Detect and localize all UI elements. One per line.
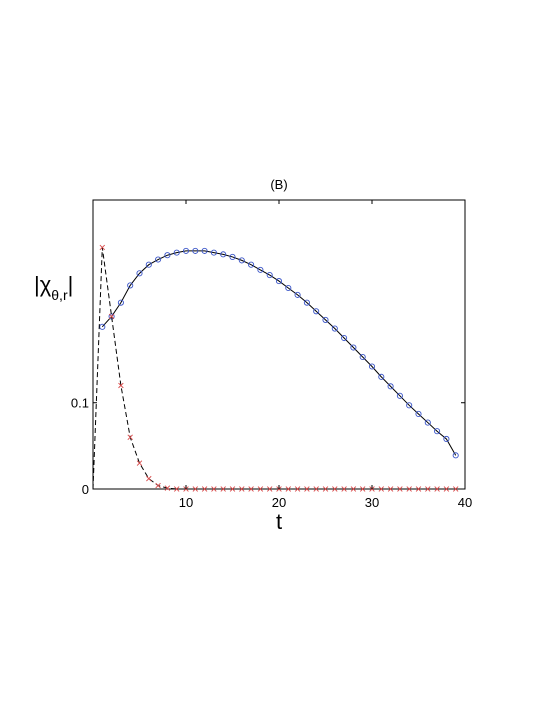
- data-point-circle: [201, 247, 208, 254]
- data-point-x: [406, 486, 412, 492]
- data-point-circle: [294, 291, 301, 298]
- data-point-x: [425, 486, 431, 492]
- series-line-model: [101, 250, 457, 456]
- data-point-x: [350, 486, 357, 492]
- data-point-x: [257, 486, 264, 492]
- data-point-circle: [331, 325, 338, 332]
- data-point-circle: [452, 452, 459, 459]
- data-point-x: [155, 482, 161, 489]
- y-tick-label: 0.1: [71, 396, 89, 411]
- data-point-x: [341, 486, 347, 492]
- data-point-circle: [117, 299, 124, 306]
- data-point-x: [211, 486, 217, 492]
- x-tick-label: 20: [272, 495, 286, 510]
- data-point-circle: [182, 247, 190, 254]
- data-point-x: [415, 486, 422, 492]
- data-point-circle: [434, 428, 441, 435]
- data-point-x: [266, 486, 273, 492]
- data-point-x: [239, 486, 245, 492]
- y-axis-label-subscript: θ,r: [51, 287, 68, 303]
- data-point-circle: [229, 253, 236, 260]
- data-point-x: [378, 486, 385, 492]
- data-point-x: [164, 485, 171, 491]
- data-point-circle: [127, 282, 134, 289]
- data-point-circle: [285, 284, 292, 292]
- y-axis-label-base: |χ: [34, 272, 52, 297]
- data-point-x: [294, 486, 301, 492]
- data-point-circle: [341, 334, 348, 342]
- data-point-x: [99, 244, 106, 251]
- data-point-x: [285, 486, 292, 492]
- data-point-circle: [136, 270, 143, 277]
- data-point-x: [397, 486, 403, 492]
- data-point-x: [118, 382, 124, 389]
- data-point-circle: [359, 353, 366, 361]
- data-point-x: [146, 475, 152, 482]
- data-point-x: [127, 434, 133, 440]
- data-point-x: [332, 486, 338, 492]
- y-tick-label: 0: [82, 482, 89, 497]
- data-point-x: [192, 486, 199, 492]
- data-point-x: [108, 313, 115, 320]
- data-point-circle: [155, 256, 162, 263]
- data-point-x: [173, 486, 180, 492]
- data-point-circle: [387, 383, 394, 390]
- data-point-x: [359, 486, 366, 492]
- y-axis-label: |χθ,r|: [34, 272, 73, 303]
- plot-frame: [92, 199, 466, 490]
- data-point-x: [304, 486, 310, 492]
- data-point-circle: [415, 410, 422, 417]
- data-point-x: [229, 486, 236, 492]
- data-point-x: [201, 486, 208, 492]
- data-point-x: [443, 486, 450, 492]
- data-point-circle: [443, 435, 450, 443]
- x-tick-label: 40: [458, 495, 472, 510]
- data-point-circle: [396, 392, 403, 399]
- data-point-circle: [248, 261, 255, 268]
- data-point-x: [248, 486, 254, 492]
- data-point-circle: [145, 261, 152, 268]
- plot-layer: [92, 244, 465, 492]
- x-axis-label: t: [276, 509, 282, 534]
- data-point-circle: [368, 363, 376, 370]
- data-point-circle: [275, 278, 283, 285]
- data-point-x: [313, 486, 319, 492]
- data-point-x: [322, 486, 329, 492]
- data-point-x: [220, 486, 226, 492]
- data-point-circle: [303, 299, 310, 306]
- data-point-circle: [210, 249, 217, 256]
- data-point-x: [136, 460, 143, 466]
- data-point-circle: [173, 249, 180, 256]
- data-point-circle: [220, 251, 227, 258]
- data-point-circle: [313, 308, 320, 315]
- x-tick-label: 30: [365, 495, 379, 510]
- chart-title: (B): [270, 177, 287, 192]
- data-point-circle: [238, 257, 245, 264]
- x-tick-label: 10: [179, 495, 193, 510]
- data-point-circle: [192, 247, 199, 254]
- data-point-x: [434, 486, 440, 492]
- data-point-x: [452, 486, 459, 492]
- y-axis-label-suffix: |: [68, 272, 74, 297]
- data-point-circle: [406, 402, 413, 409]
- data-point-circle: [266, 272, 273, 279]
- data-point-x: [387, 486, 394, 492]
- svg-text:|χθ,r|: |χθ,r|: [34, 272, 73, 303]
- data-point-circle: [378, 373, 385, 380]
- data-point-circle: [322, 316, 329, 323]
- data-point-circle: [99, 323, 106, 330]
- tick-layer: 10 20 30 40 0 0.1: [71, 200, 472, 510]
- data-point-circle: [424, 419, 431, 426]
- data-point-circle: [164, 252, 171, 259]
- data-point-circle: [257, 266, 264, 273]
- data-point-circle: [350, 344, 357, 351]
